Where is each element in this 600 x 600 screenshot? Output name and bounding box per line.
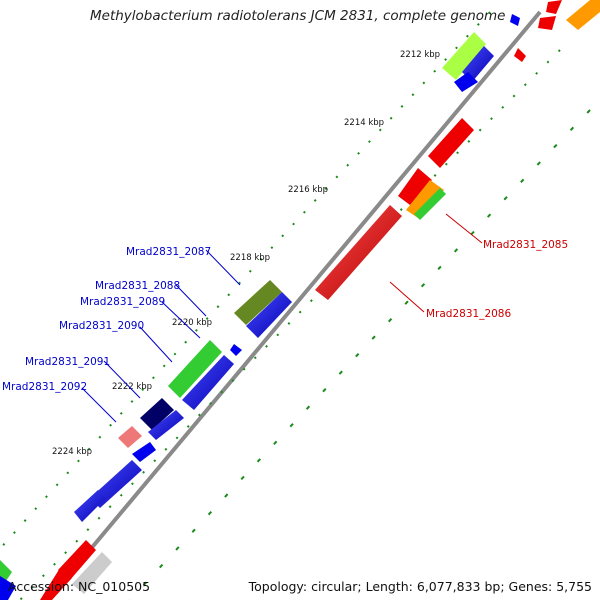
- forward-gene: [510, 14, 520, 26]
- gene-Mrad2831_2089: [230, 344, 242, 356]
- gene-label-Mrad2831_2092: Mrad2831_2092: [2, 381, 87, 393]
- reverse-gene: [566, 0, 600, 30]
- genome-summary-text: Topology: circular; Length: 6,077,833 bp…: [248, 579, 592, 594]
- reverse-gene: [428, 118, 474, 168]
- gene-label-Mrad2831_2086: Mrad2831_2086: [426, 308, 511, 320]
- gene-Mrad2831_2087: [234, 280, 282, 325]
- tick-ring-outer: [0, 11, 491, 551]
- gene-label-Mrad2831_2090: Mrad2831_2090: [59, 320, 144, 332]
- genome-backbone: [46, 10, 542, 600]
- tick-ring-far: [129, 109, 591, 600]
- reverse-gene: [398, 168, 432, 205]
- tick-label-2220: 2220 kbp: [172, 318, 212, 328]
- leader-lines: [81, 213, 483, 423]
- forward-gene: [74, 490, 106, 522]
- forward-gene: [454, 72, 478, 92]
- reverse-gene: [546, 0, 562, 14]
- tick-label-2212: 2212 kbp: [400, 50, 440, 60]
- forward-gene: [182, 355, 234, 410]
- tick-label-2224: 2224 kbp: [52, 447, 92, 457]
- forward-gene: [462, 46, 494, 82]
- gene-Mrad2831_2092: [118, 426, 142, 448]
- gene-Mrad2831_2085-green: [414, 188, 446, 220]
- gene-Mrad2831_2088: [246, 292, 292, 338]
- reverse-gene: [72, 552, 112, 594]
- tick-label-2218: 2218 kbp: [230, 253, 270, 263]
- gene-Mrad2831_2091: [140, 398, 174, 430]
- tick-label-2216: 2216 kbp: [288, 185, 328, 195]
- tick-label-2214: 2214 kbp: [344, 118, 384, 128]
- gene-label-Mrad2831_2085: Mrad2831_2085: [483, 239, 568, 251]
- gene-Mrad2831_2090: [168, 340, 222, 398]
- gene-label-Mrad2831_2088: Mrad2831_2088: [95, 280, 180, 292]
- accession-text: Accession: NC_010505: [8, 579, 151, 594]
- gene-pale-green: [442, 32, 486, 80]
- tick-ring-inner: [19, 49, 561, 600]
- forward-gene: [148, 410, 184, 440]
- reverse-gene: [58, 540, 96, 580]
- reverse-gene: [538, 16, 556, 30]
- reverse-gene: [40, 568, 72, 600]
- genome-title: Methylobacterium radiotolerans JCM 2831,…: [90, 8, 506, 24]
- tick-label-2222: 2222 kbp: [112, 382, 152, 392]
- gene-Mrad2831_2086: [315, 205, 402, 300]
- gene-Mrad2831_2085: [406, 180, 444, 218]
- gene-label-Mrad2831_2087: Mrad2831_2087: [126, 246, 211, 258]
- gene-label-Mrad2831_2091: Mrad2831_2091: [25, 356, 110, 368]
- forward-gene: [0, 576, 16, 600]
- reverse-gene: [514, 48, 526, 62]
- forward-gene: [132, 442, 156, 462]
- gene-label-Mrad2831_2089: Mrad2831_2089: [80, 296, 165, 308]
